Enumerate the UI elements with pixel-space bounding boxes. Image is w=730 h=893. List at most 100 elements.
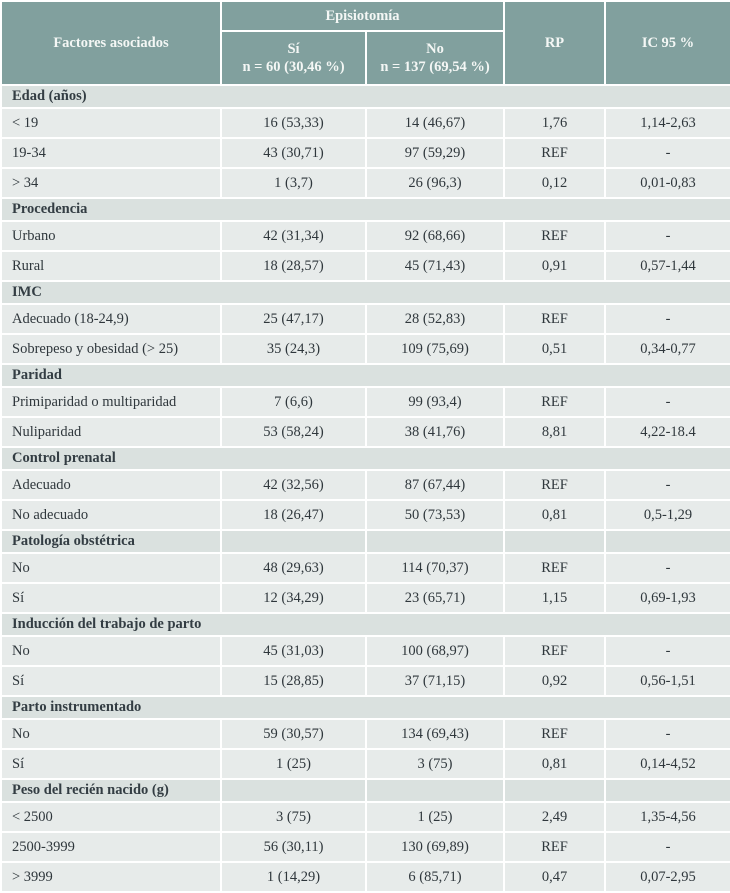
section-title: Patología obstétrica	[0, 529, 222, 554]
rp-cell: 0,91	[503, 250, 606, 282]
section-empty-cell	[365, 529, 505, 554]
table-row: 19-34 43 (30,71) 97 (59,29) REF -	[0, 137, 730, 169]
no-count-cell: 100 (68,97)	[365, 635, 505, 667]
si-count-cell: 59 (30,57)	[220, 718, 367, 750]
table-row: Sobrepeso y obesidad (> 25) 35 (24,3) 109 …	[0, 333, 730, 365]
si-count-cell: 53 (58,24)	[220, 416, 367, 448]
si-count-cell: 1 (3,7)	[220, 167, 367, 199]
si-count-cell: 18 (28,57)	[220, 250, 367, 282]
no-count-cell: 109 (75,69)	[365, 333, 505, 365]
ic95-cell: -	[604, 635, 730, 667]
no-count-cell: 114 (70,37)	[365, 552, 505, 584]
table-row: No 48 (29,63) 114 (70,37) REF -	[0, 552, 730, 584]
si-count-cell: 16 (53,33)	[220, 107, 367, 139]
rp-cell: 0,81	[503, 499, 606, 531]
no-count-cell: 87 (67,44)	[365, 469, 505, 501]
factor-cell: > 3999	[0, 861, 222, 893]
factor-cell: Urbano	[0, 220, 222, 252]
ic95-cell: 4,22-18.4	[604, 416, 730, 448]
header-col-no: No n = 137 (69,54 %)	[365, 30, 505, 86]
ic95-cell: 0,57-1,44	[604, 250, 730, 282]
header-group-row: Factores asociados Episiotomía RP IC 95 …	[0, 0, 730, 86]
header-factors: Factores asociados	[0, 0, 222, 86]
factor-cell: Rural	[0, 250, 222, 282]
si-count-cell: 18 (26,47)	[220, 499, 367, 531]
section-row: Control prenatal	[0, 446, 730, 471]
factor-cell: Nuliparidad	[0, 416, 222, 448]
rp-cell: REF	[503, 718, 606, 750]
no-count-cell: 6 (85,71)	[365, 861, 505, 893]
table-row: Adecuado (18-24,9) 25 (47,17) 28 (52,83) RE…	[0, 303, 730, 335]
ic95-cell: -	[604, 552, 730, 584]
section-title: Parto instrumentado	[0, 695, 730, 720]
ic95-cell: -	[604, 137, 730, 169]
table-row: < 19 16 (53,33) 14 (46,67) 1,76 1,14-2,63	[0, 107, 730, 139]
table-row: Rural 18 (28,57) 45 (71,43) 0,91 0,57-1,44	[0, 250, 730, 282]
section-empty-cell	[220, 778, 367, 803]
ic95-cell: 0,5-1,29	[604, 499, 730, 531]
factor-cell: Primiparidad o multiparidad	[0, 386, 222, 418]
rp-cell: 0,92	[503, 665, 606, 697]
rp-cell: 0,47	[503, 861, 606, 893]
no-count-cell: 3 (75)	[365, 748, 505, 780]
si-count-cell: 3 (75)	[220, 801, 367, 833]
section-empty-cell	[604, 529, 730, 554]
rp-cell: REF	[503, 552, 606, 584]
section-row: Patología obstétrica	[0, 529, 730, 554]
factor-cell: > 34	[0, 167, 222, 199]
section-empty-cell	[503, 529, 606, 554]
ic95-cell: 1,14-2,63	[604, 107, 730, 139]
ic95-cell: 0,14-4,52	[604, 748, 730, 780]
table-row: No adecuado 18 (26,47) 50 (73,53) 0,81 0,5-1…	[0, 499, 730, 531]
no-count-cell: 134 (69,43)	[365, 718, 505, 750]
section-empty-cell	[220, 529, 367, 554]
rp-cell: 0,51	[503, 333, 606, 365]
factor-cell: Sobrepeso y obesidad (> 25)	[0, 333, 222, 365]
si-count-cell: 42 (32,56)	[220, 469, 367, 501]
no-count-cell: 92 (68,66)	[365, 220, 505, 252]
rp-cell: REF	[503, 635, 606, 667]
ic95-cell: -	[604, 831, 730, 863]
section-row: Procedencia	[0, 197, 730, 222]
table-row: 2500-3999 56 (30,11) 130 (69,89) REF -	[0, 831, 730, 863]
header-col-no-label: No	[426, 40, 444, 57]
section-row: IMC	[0, 280, 730, 305]
section-empty-cell	[503, 778, 606, 803]
table-row: > 3999 1 (14,29) 6 (85,71) 0,47 0,07-2,95	[0, 861, 730, 893]
factor-cell: < 19	[0, 107, 222, 139]
rp-cell: REF	[503, 469, 606, 501]
section-row: Edad (años)	[0, 84, 730, 109]
no-count-cell: 50 (73,53)	[365, 499, 505, 531]
section-empty-cell	[365, 778, 505, 803]
factor-cell: No adecuado	[0, 499, 222, 531]
table-row: Nuliparidad 53 (58,24) 38 (41,76) 8,81 4,22-…	[0, 416, 730, 448]
ic95-cell: -	[604, 469, 730, 501]
ic95-cell: -	[604, 718, 730, 750]
si-count-cell: 48 (29,63)	[220, 552, 367, 584]
section-title: IMC	[0, 280, 730, 305]
ic95-cell: 0,07-2,95	[604, 861, 730, 893]
section-empty-cell	[604, 778, 730, 803]
section-row: Inducción del trabajo de parto	[0, 612, 730, 637]
no-count-cell: 26 (96,3)	[365, 167, 505, 199]
no-count-cell: 45 (71,43)	[365, 250, 505, 282]
header-col-si-n: n = 60 (30,46 %)	[242, 58, 345, 75]
factor-cell: Adecuado	[0, 469, 222, 501]
section-title: Inducción del trabajo de parto	[0, 612, 730, 637]
si-count-cell: 43 (30,71)	[220, 137, 367, 169]
si-count-cell: 12 (34,29)	[220, 582, 367, 614]
factor-cell: Sí	[0, 748, 222, 780]
si-count-cell: 56 (30,11)	[220, 831, 367, 863]
si-count-cell: 45 (31,03)	[220, 635, 367, 667]
rp-cell: REF	[503, 831, 606, 863]
table-row: No 59 (30,57) 134 (69,43) REF -	[0, 718, 730, 750]
factor-cell: 19-34	[0, 137, 222, 169]
section-title: Edad (años)	[0, 84, 730, 109]
rp-cell: 0,12	[503, 167, 606, 199]
rp-cell: 1,15	[503, 582, 606, 614]
header-col-si-label: Sí	[287, 40, 300, 57]
ic95-cell: 0,56-1,51	[604, 665, 730, 697]
si-count-cell: 7 (6,6)	[220, 386, 367, 418]
header-ic95: IC 95 %	[604, 0, 730, 86]
header-episiotomy-group: Episiotomía	[220, 0, 505, 32]
